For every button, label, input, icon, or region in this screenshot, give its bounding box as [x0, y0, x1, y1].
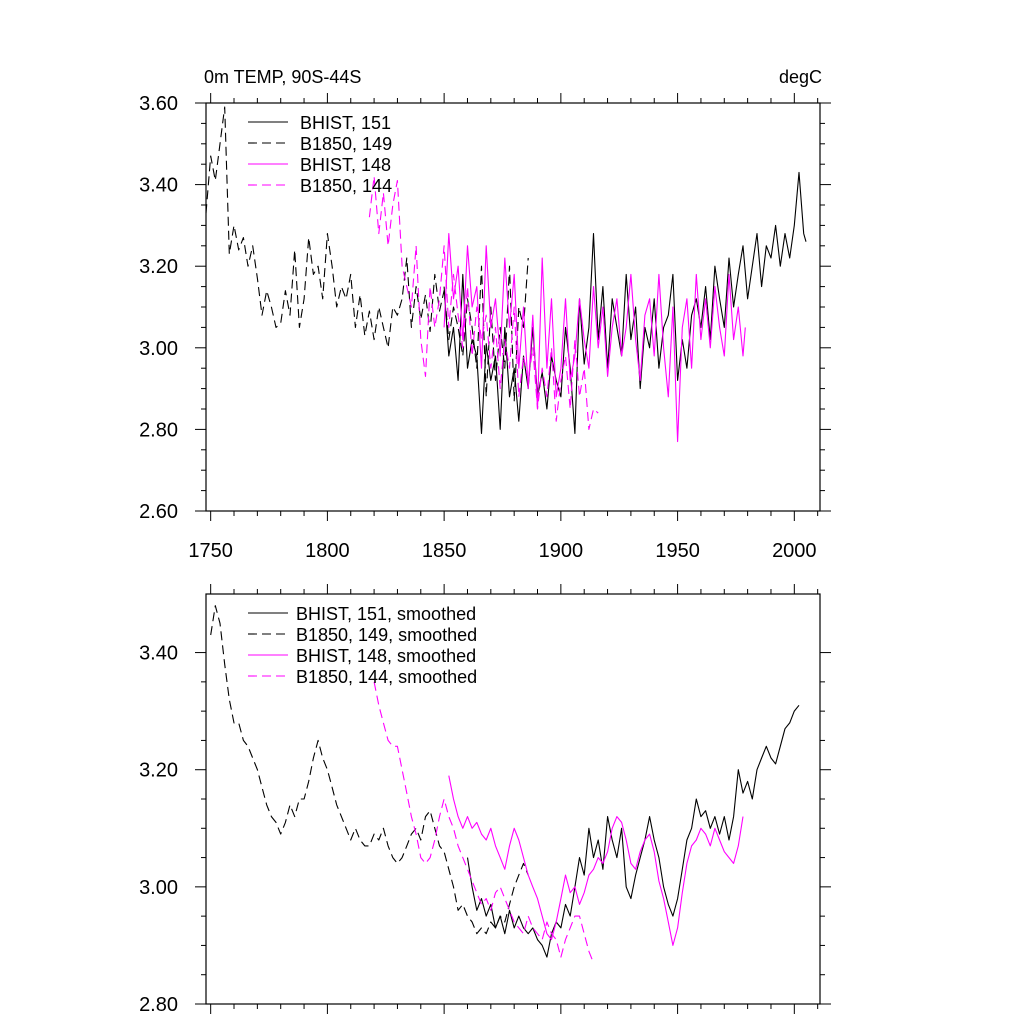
top-x-tick-label: 2000: [772, 540, 817, 562]
top-legend-label: B1850, 144: [300, 176, 392, 196]
top-y-tick-label: 3.40: [139, 175, 178, 197]
bottom-y-tick-label: 3.40: [139, 643, 178, 665]
top-legend-label: B1850, 149: [300, 134, 392, 154]
bottom-axis-ticks: 2.80 3.00 3.20 3.40: [139, 584, 831, 1016]
bottom-legend-label: BHIST, 148, smoothed: [296, 646, 476, 666]
top-series-b1850-144: [368, 175, 599, 430]
top-y-tick-label: 2.60: [139, 501, 178, 523]
bottom-series-bhist-151-smoothed: [466, 704, 800, 958]
top-x-tick-label: 1900: [539, 540, 584, 562]
top-series-group: [205, 106, 807, 443]
top-panel: 0m TEMP, 90S-44S degC 1750 1800 1850 1900 19…: [139, 67, 831, 562]
top-x-tick-label: 1950: [655, 540, 700, 562]
top-series-b1850-149: [205, 106, 529, 402]
top-y-tick-label: 3.60: [139, 93, 178, 115]
top-title-left: 0m TEMP, 90S-44S: [204, 67, 361, 87]
bottom-series-group: [210, 605, 800, 964]
bottom-panel: 2.803.003.203.40 BHIST, 151, smoothedB18…: [139, 584, 831, 1016]
bottom-y-tick-label: 2.80: [139, 994, 178, 1016]
bottom-legend-label: BHIST, 151, smoothed: [296, 604, 476, 624]
top-x-tick-label: 1850: [422, 540, 467, 562]
top-legend-label: BHIST, 151: [300, 113, 391, 133]
top-x-tick-label: 1750: [188, 540, 233, 562]
top-series-bhist-148: [443, 233, 746, 443]
bottom-legend-label: B1850, 149, smoothed: [296, 625, 477, 645]
top-x-tick-label: 1800: [305, 540, 350, 562]
top-legend-label: BHIST, 148: [300, 155, 391, 175]
top-axis-ticks: 1750 1800 1850 1900 1950 2000 2.60 2.80 3.00 3.20…: [139, 93, 831, 562]
bottom-y-tick-label: 3.00: [139, 877, 178, 899]
top-y-tick-label: 2.80: [139, 419, 178, 441]
top-plot-frame: [205, 102, 821, 512]
top-y-tick-label: 3.20: [139, 256, 178, 278]
bottom-series-b1850-149-smoothed: [210, 605, 529, 935]
bottom-series-bhist-148-smoothed: [448, 775, 744, 946]
bottom-y-tick-label: 3.20: [139, 760, 178, 782]
top-series-bhist-151: [443, 171, 807, 435]
bottom-legend-label: B1850, 144, smoothed: [296, 667, 477, 687]
top-title-right: degC: [779, 67, 822, 87]
top-y-tick-label: 3.00: [139, 338, 178, 360]
bottom-series-b1850-144-smoothed: [373, 681, 595, 964]
